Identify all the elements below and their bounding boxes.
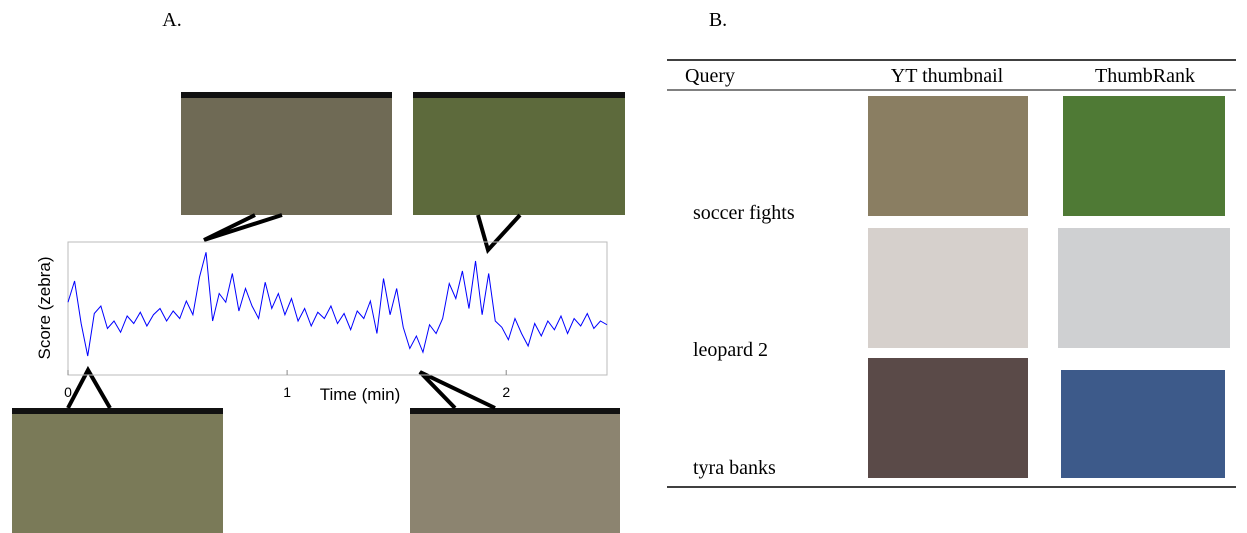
query-cell: tyra banks <box>693 457 776 479</box>
thumbnail <box>413 92 625 215</box>
table-header: YT thumbnail <box>891 65 1004 87</box>
thumbnail-bar <box>410 408 620 414</box>
page: A. B. Time (min) Score (zebra) 0 1 2 Query Y… <box>0 0 1247 533</box>
thumbnail-bar <box>181 92 392 98</box>
x-tick-label: 1 <box>283 384 291 400</box>
thumbnail <box>1063 96 1225 216</box>
thumbnail-bar <box>12 408 223 414</box>
thumbnail <box>12 408 223 533</box>
plot-frame <box>68 242 607 375</box>
thumbnail <box>868 228 1028 348</box>
thumbnail <box>410 408 620 533</box>
panel-label: B. <box>709 9 727 31</box>
query-cell: soccer fights <box>693 202 795 224</box>
thumbnail <box>868 96 1028 216</box>
callout <box>204 215 282 240</box>
thumbnail <box>181 92 392 215</box>
x-tick-label: 2 <box>502 384 510 400</box>
query-cell: leopard 2 <box>693 339 768 361</box>
callout <box>478 215 520 250</box>
thumbnail <box>1061 370 1225 478</box>
x-axis-label: Time (min) <box>320 385 401 404</box>
score-line <box>68 252 607 356</box>
callout <box>68 370 110 408</box>
table-images <box>868 96 1230 478</box>
callout <box>420 372 495 408</box>
figure: A. B. Time (min) Score (zebra) 0 1 2 Query Y… <box>0 0 1247 533</box>
table-header: Query <box>685 65 735 87</box>
y-axis-label: Score (zebra) <box>35 257 54 360</box>
panel-label: A. <box>162 9 181 31</box>
x-tick-label: 0 <box>64 384 72 400</box>
thumbnail-bar <box>413 92 625 98</box>
thumbnail <box>868 358 1028 478</box>
table-header: ThumbRank <box>1095 65 1195 87</box>
thumbnail <box>1058 228 1230 348</box>
